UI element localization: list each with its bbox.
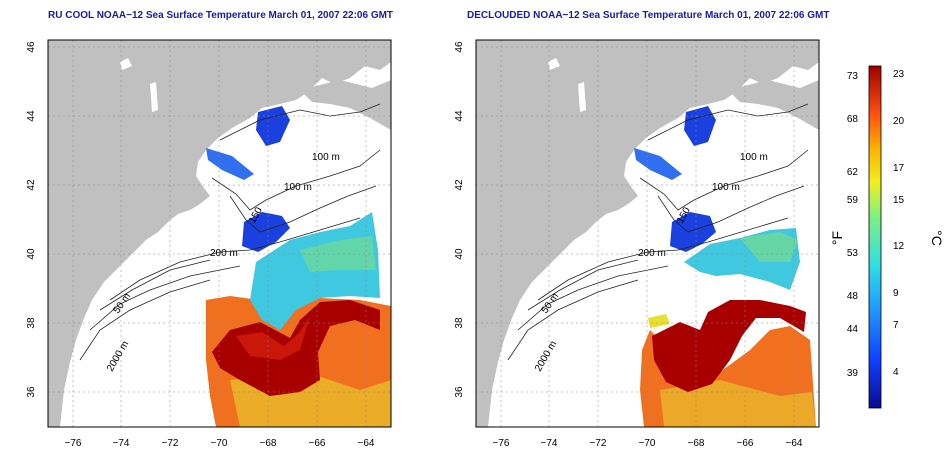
y-tick-label: 44 xyxy=(26,110,37,122)
x-tick-label: −72 xyxy=(162,438,179,449)
x-tick-label: −64 xyxy=(358,438,375,449)
contour-label-200m: 200 m xyxy=(638,248,666,259)
y-tick-label: 38 xyxy=(26,317,37,329)
left-map-frame xyxy=(47,39,392,428)
x-tick-label: −74 xyxy=(541,438,558,449)
shelf-water xyxy=(670,212,716,252)
right-x-axis: −76 −74 −72 −70 −68 −66 −64 xyxy=(493,438,803,449)
colorbar: 73 68 62 59 53 48 44 39 23 20 17 15 12 9… xyxy=(829,65,945,409)
contour-label-100m-b: 100 m xyxy=(284,182,312,193)
x-tick-label: −66 xyxy=(737,438,754,449)
contour-label-100m-a: 100 m xyxy=(312,152,340,163)
grid-lines xyxy=(48,40,391,427)
left-x-axis: −76 −74 −72 −70 −68 −66 −64 xyxy=(65,438,375,449)
y-tick-label: 46 xyxy=(454,41,465,53)
c-tick-label: 20 xyxy=(893,116,905,127)
y-tick-label: 38 xyxy=(454,317,465,329)
y-tick-label: 46 xyxy=(26,41,37,53)
shelf-water xyxy=(242,212,290,252)
c-tick-label: 12 xyxy=(893,241,905,252)
x-tick-label: −70 xyxy=(639,438,656,449)
x-tick-label: −76 xyxy=(493,438,510,449)
f-tick-label: 68 xyxy=(847,114,859,125)
c-tick-label: 9 xyxy=(893,288,899,299)
y-tick-label: 40 xyxy=(454,248,465,260)
f-tick-label: 53 xyxy=(847,248,859,259)
c-tick-label: 7 xyxy=(893,320,899,331)
right-map-panel: 100 m 100 m 150 200 m 50 m 2000 m −76 −7… xyxy=(454,39,820,449)
y-tick-label: 40 xyxy=(26,248,37,260)
contour-label-100m-b: 100 m xyxy=(712,182,740,193)
x-tick-label: −70 xyxy=(211,438,228,449)
f-tick-label: 39 xyxy=(847,368,859,379)
right-map-frame xyxy=(475,39,820,428)
y-tick-label: 42 xyxy=(454,179,465,191)
left-panel-title: RU COOL NOAA−12 Sea Surface Temperature … xyxy=(48,10,394,21)
colorbar-f-ticks: 73 68 62 59 53 48 44 39 xyxy=(847,71,859,379)
gulf-stream xyxy=(652,300,806,392)
colorbar-c-ticks: 23 20 17 15 12 9 7 4 xyxy=(893,69,905,378)
f-tick-label: 59 xyxy=(847,195,859,206)
y-tick-label: 42 xyxy=(26,179,37,191)
grid-lines xyxy=(476,40,819,427)
left-y-axis: 36 38 40 42 44 46 xyxy=(26,41,37,398)
contour-label-100m-a: 100 m xyxy=(740,152,768,163)
c-tick-label: 23 xyxy=(893,69,905,80)
colorbar-f-unit: °F xyxy=(829,231,845,245)
y-tick-label: 36 xyxy=(26,386,37,398)
y-tick-label: 36 xyxy=(454,386,465,398)
x-tick-label: −74 xyxy=(113,438,130,449)
c-tick-label: 4 xyxy=(893,367,899,378)
f-tick-label: 62 xyxy=(847,167,859,178)
colorbar-gradient xyxy=(868,65,882,409)
right-panel-title: DECLOUDED NOAA−12 Sea Surface Temperatur… xyxy=(467,10,830,21)
x-tick-label: −76 xyxy=(65,438,82,449)
y-tick-label: 44 xyxy=(454,110,465,122)
x-tick-label: −64 xyxy=(786,438,803,449)
land-mass xyxy=(48,40,391,427)
c-tick-label: 17 xyxy=(893,163,905,174)
colorbar-c-unit: °C xyxy=(929,230,945,246)
x-tick-label: −72 xyxy=(590,438,607,449)
bathymetry-contours xyxy=(79,103,381,361)
f-tick-label: 48 xyxy=(847,291,859,302)
left-map-panel: 100 m 100 m 150 200 m 50 m 2000 m −76 −7… xyxy=(26,39,392,449)
x-tick-label: −68 xyxy=(260,438,277,449)
x-tick-label: −66 xyxy=(309,438,326,449)
x-tick-label: −68 xyxy=(688,438,705,449)
f-tick-label: 73 xyxy=(847,71,859,82)
c-tick-label: 15 xyxy=(893,195,905,206)
bathymetry-contours xyxy=(507,103,809,361)
right-y-axis: 36 38 40 42 44 46 xyxy=(454,41,465,398)
contour-label-200m: 200 m xyxy=(210,248,238,259)
f-tick-label: 44 xyxy=(847,324,859,335)
land-mass xyxy=(476,40,819,427)
